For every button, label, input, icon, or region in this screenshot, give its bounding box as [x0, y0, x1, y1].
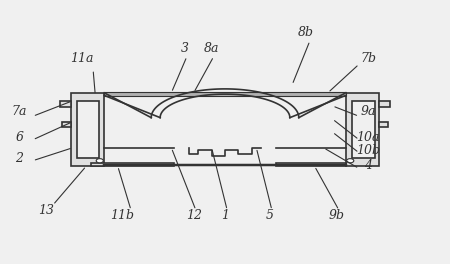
FancyBboxPatch shape	[62, 121, 71, 127]
Text: 9a: 9a	[360, 105, 376, 117]
FancyBboxPatch shape	[276, 163, 346, 166]
Text: 13: 13	[38, 204, 54, 217]
FancyBboxPatch shape	[379, 101, 391, 107]
FancyBboxPatch shape	[71, 93, 104, 166]
FancyBboxPatch shape	[352, 101, 375, 158]
Text: 10b: 10b	[356, 144, 380, 157]
Text: 2: 2	[15, 152, 23, 165]
FancyBboxPatch shape	[104, 92, 346, 96]
Text: 1: 1	[221, 209, 229, 222]
FancyBboxPatch shape	[379, 121, 388, 127]
Text: 6: 6	[15, 131, 23, 144]
Text: 11a: 11a	[70, 52, 94, 65]
Text: 4: 4	[364, 159, 372, 172]
FancyBboxPatch shape	[91, 163, 174, 166]
Text: 11b: 11b	[110, 209, 134, 222]
FancyBboxPatch shape	[346, 93, 379, 166]
Text: 12: 12	[186, 209, 202, 222]
Text: 8a: 8a	[204, 42, 219, 55]
Text: 7b: 7b	[360, 52, 376, 65]
Circle shape	[96, 159, 104, 163]
Text: 3: 3	[181, 42, 189, 55]
FancyBboxPatch shape	[59, 101, 71, 107]
Text: 9b: 9b	[329, 209, 345, 222]
Text: 5: 5	[266, 209, 274, 222]
Text: 8b: 8b	[297, 26, 314, 39]
Circle shape	[346, 159, 354, 163]
FancyBboxPatch shape	[76, 101, 99, 158]
Text: 7a: 7a	[12, 105, 27, 117]
Text: 10a: 10a	[356, 131, 380, 144]
